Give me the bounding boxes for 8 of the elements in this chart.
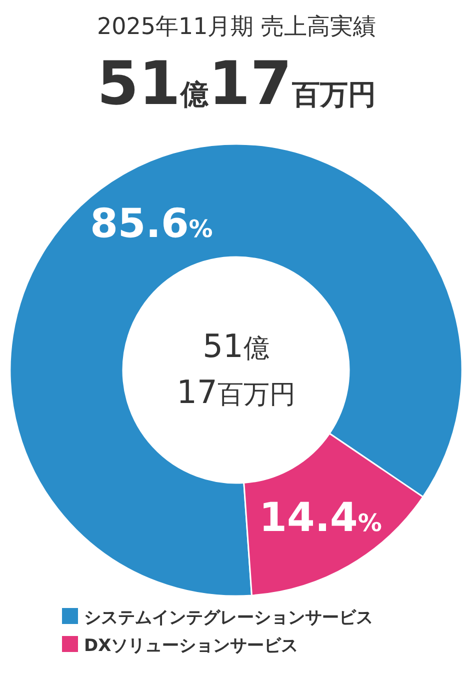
text: 51億 (202, 327, 270, 365)
data-label: 85.6% (90, 201, 213, 248)
data-label: 14.4% (259, 494, 382, 541)
chart-title: 2025年11月期 売上高実績 (96, 14, 376, 40)
legend-label: DXソリューションサービス (84, 636, 298, 656)
legend-label: システムインテグレーションサービス (84, 608, 373, 628)
text: 17百万円 (176, 373, 296, 411)
chart-subtitle: 51億17百万円 (97, 49, 376, 119)
